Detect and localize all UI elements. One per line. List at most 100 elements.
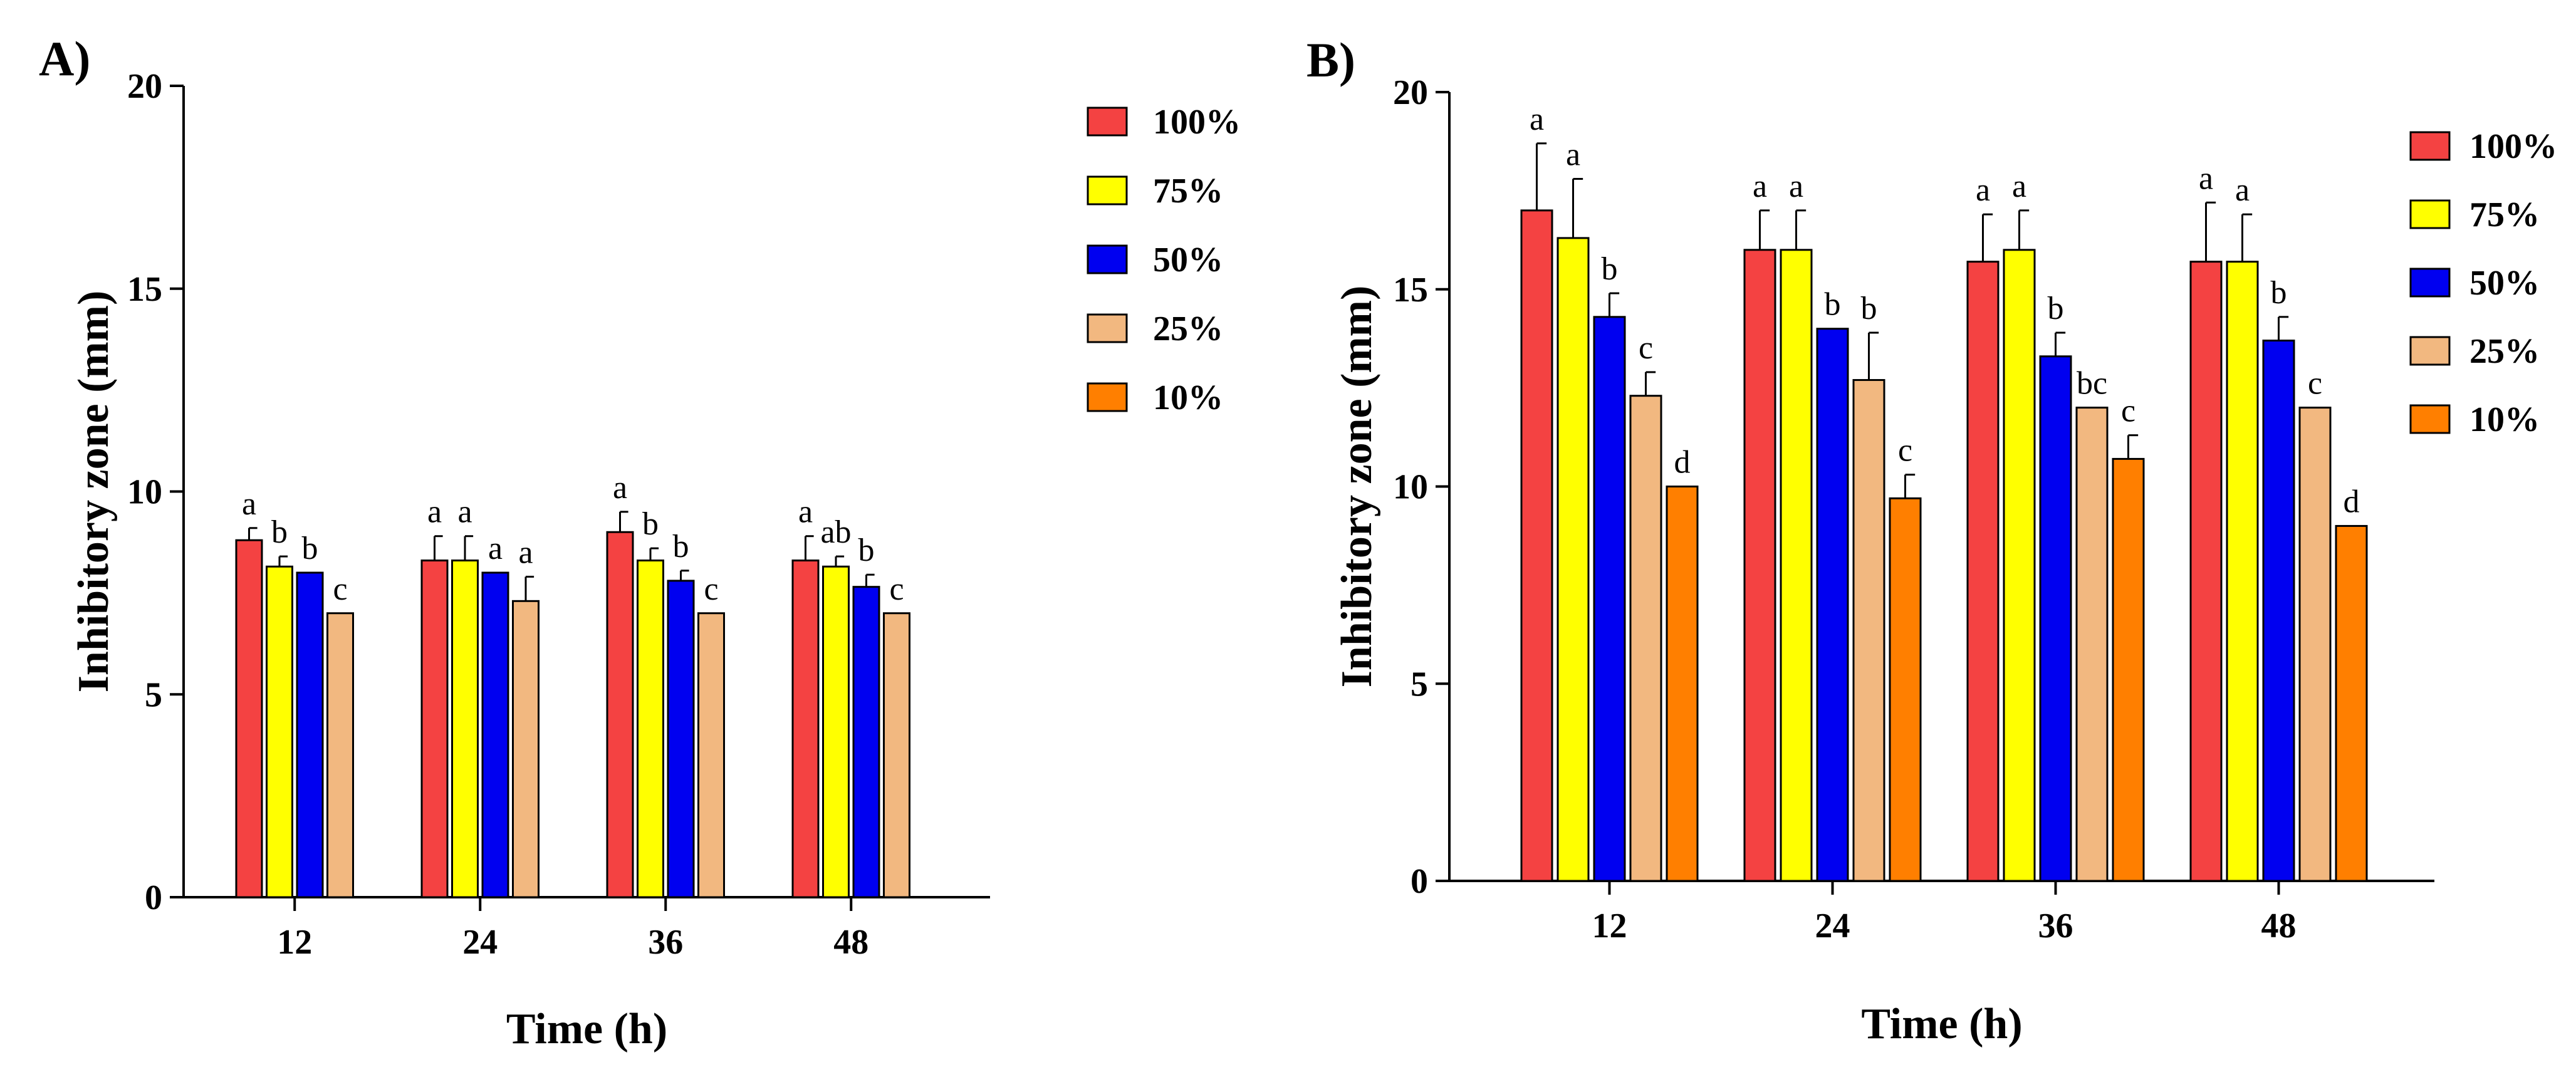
- y-tick-label: 5: [1411, 665, 1428, 704]
- significance-letter: a: [457, 494, 472, 530]
- bar: [512, 600, 540, 898]
- legend-swatch: [2409, 336, 2451, 366]
- x-tick-label: 12: [277, 923, 312, 962]
- bar: [235, 539, 263, 898]
- legend-label: 50%: [1153, 241, 1223, 279]
- significance-letter: c: [1898, 433, 1912, 469]
- legend-swatch: [1087, 244, 1128, 274]
- legend-label: 75%: [1153, 172, 1223, 211]
- significance-letter: c: [333, 571, 347, 607]
- legend-swatch: [2409, 131, 2451, 161]
- bar: [1629, 395, 1662, 882]
- significance-letter: a: [488, 531, 503, 566]
- y-axis-title: Inhibitory zone (mm): [1333, 286, 1381, 688]
- significance-letter: b: [1602, 251, 1618, 287]
- significance-letter: a: [613, 470, 627, 506]
- bar: [1743, 249, 1776, 882]
- significance-letter: b: [271, 514, 288, 550]
- significance-letter: a: [427, 494, 442, 530]
- legend-label: 25%: [2469, 332, 2540, 371]
- x-tick-label: 24: [1815, 907, 1850, 945]
- bar: [2003, 249, 2036, 882]
- bar: [420, 559, 449, 898]
- significance-letter: d: [2344, 484, 2360, 519]
- y-tick-label: 0: [145, 878, 162, 917]
- significance-letter: c: [2121, 393, 2135, 429]
- significance-letter: a: [242, 486, 256, 522]
- significance-letter: a: [2012, 169, 2026, 204]
- significance-letter: a: [518, 534, 533, 570]
- bar: [606, 531, 634, 898]
- significance-letter: a: [1530, 101, 1544, 137]
- legend-label: 10%: [1153, 378, 1223, 417]
- bar: [852, 586, 880, 898]
- bar: [883, 612, 910, 898]
- bar: [2189, 261, 2223, 882]
- bar: [2262, 340, 2295, 882]
- bar: [481, 571, 509, 898]
- y-tick-label: 20: [127, 67, 162, 106]
- significance-letter: b: [1861, 291, 1877, 326]
- legend-swatch: [1087, 382, 1128, 412]
- x-axis-title: Time (h): [506, 1005, 667, 1053]
- bar: [2335, 524, 2368, 882]
- bar: [326, 612, 354, 898]
- bar: [1593, 316, 1626, 882]
- bar: [637, 559, 664, 898]
- y-axis-title: Inhibitory zone (mm): [70, 291, 118, 693]
- y-tick-label: 0: [1411, 862, 1428, 901]
- significance-letter: a: [798, 494, 813, 530]
- legend-label: 25%: [1153, 310, 1223, 348]
- panel-label: A): [39, 31, 90, 86]
- legend-label: 50%: [2469, 264, 2540, 303]
- bar: [1666, 486, 1699, 882]
- legend-label: 100%: [1153, 103, 1241, 142]
- significance-letter: a: [1976, 172, 1990, 208]
- y-tick-label: 15: [127, 270, 162, 309]
- bar: [1520, 209, 1553, 882]
- bar: [822, 565, 850, 898]
- x-tick-label: 48: [2261, 907, 2297, 945]
- bar: [1780, 249, 1813, 882]
- bar: [1557, 237, 1590, 882]
- legend-label: 10%: [2469, 400, 2540, 439]
- x-tick-label: 48: [833, 923, 868, 962]
- bar: [2039, 355, 2072, 882]
- significance-letter: c: [1639, 330, 1653, 366]
- bar: [1852, 379, 1885, 882]
- legend-swatch: [2409, 199, 2451, 229]
- legend-label: 75%: [2469, 195, 2540, 234]
- legend-swatch: [2409, 268, 2451, 298]
- bar: [2226, 261, 2259, 882]
- significance-letter: ab: [820, 514, 851, 550]
- significance-letter: b: [302, 531, 318, 566]
- legend-swatch: [2409, 404, 2451, 434]
- y-tick-label: 15: [1393, 271, 1428, 310]
- significance-letter: b: [642, 506, 659, 542]
- bar: [1816, 328, 1849, 882]
- legend-swatch: [1087, 175, 1128, 206]
- legend-label: 100%: [2469, 127, 2557, 166]
- bar: [791, 559, 820, 898]
- significance-letter: b: [2271, 275, 2287, 311]
- significance-letter: d: [1674, 445, 1691, 481]
- significance-letter: a: [1566, 137, 1580, 172]
- bar: [451, 559, 479, 898]
- x-tick-label: 36: [648, 923, 683, 962]
- significance-letter: a: [1789, 169, 1803, 204]
- legend-swatch: [1087, 313, 1128, 343]
- x-axis-title: Time (h): [1861, 1000, 2022, 1048]
- bar: [1889, 497, 1922, 882]
- bar: [266, 565, 293, 898]
- bar: [2075, 407, 2109, 882]
- bar: [667, 580, 695, 898]
- bar: [2298, 407, 2332, 882]
- significance-letter: a: [1753, 169, 1767, 204]
- y-tick-label: 20: [1393, 73, 1428, 112]
- significance-letter: b: [2048, 291, 2064, 326]
- panel-label: B): [1306, 33, 1355, 87]
- significance-letter: c: [704, 571, 718, 607]
